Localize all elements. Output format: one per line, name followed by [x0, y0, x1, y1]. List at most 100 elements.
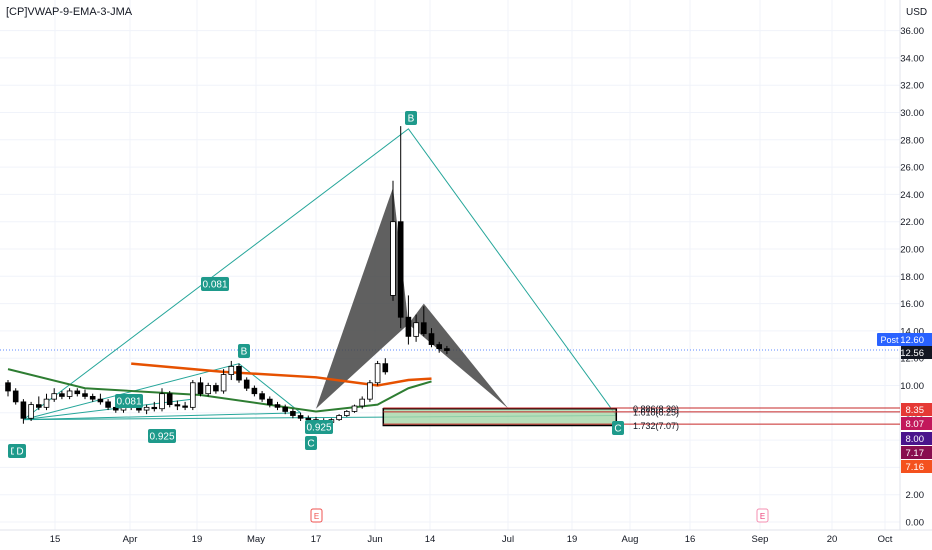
candle-body: [266, 398, 273, 406]
x-tick-label: 16: [685, 534, 696, 545]
svg-text:Post: Post: [880, 335, 899, 345]
candle-body: [290, 411, 296, 416]
price-badge: Post 12.60: [877, 333, 932, 346]
candle-body: [305, 417, 312, 421]
candle-body: [213, 385, 219, 392]
y-tick-label: 32.00: [900, 81, 924, 92]
candle-body: [220, 374, 227, 392]
svg-text:B: B: [408, 114, 415, 125]
y-tick-label: 36.00: [900, 26, 924, 37]
ratio-label-xc: 0.925: [148, 429, 176, 443]
currency-label: USD: [906, 7, 928, 18]
candle-body: [28, 404, 34, 419]
candle-body: [159, 393, 165, 410]
candle-body: [397, 221, 404, 318]
label-b2: B: [405, 111, 417, 125]
svg-text:12.56: 12.56: [900, 348, 924, 359]
earnings-marker: E: [756, 508, 769, 523]
candle-body: [390, 221, 396, 296]
svg-text:D: D: [16, 447, 23, 458]
x-tick-label: 14: [425, 534, 436, 545]
x-tick-label: Oct: [878, 534, 893, 545]
price-badge: 7.16: [901, 460, 932, 473]
fib-label: 1.618(8.25): [633, 407, 679, 417]
svg-text:E: E: [314, 512, 319, 521]
y-tick-label: 30.00: [900, 108, 924, 119]
x-tick-label: 17: [311, 534, 322, 545]
y-tick-label: 24.00: [900, 190, 924, 201]
candle-body: [444, 348, 450, 351]
candle-body: [243, 379, 250, 389]
y-tick-label: 26.00: [900, 163, 924, 174]
candle-body: [367, 382, 373, 400]
candle-body: [336, 415, 342, 421]
fib-label: 1.732(7.07): [633, 421, 679, 431]
y-tick-label: 18.00: [900, 272, 924, 283]
price-badge: 8.00: [901, 432, 932, 445]
candle-body: [12, 390, 19, 403]
ratio-label-xb-small: 0.081: [115, 394, 143, 408]
candle-body: [89, 396, 96, 400]
candle-body: [59, 393, 65, 397]
y-tick-label: 14.00: [900, 326, 924, 337]
candle-body: [420, 322, 427, 335]
svg-text:B: B: [241, 347, 248, 358]
svg-text:0.925: 0.925: [149, 432, 174, 443]
x-tick-label: Jul: [502, 534, 514, 545]
candle-body: [151, 406, 158, 410]
ema-line: [7, 368, 432, 413]
x-tick-label: Aug: [622, 534, 639, 545]
svg-text:8.00: 8.00: [906, 434, 925, 445]
candle-body: [197, 382, 204, 395]
candle-body: [97, 398, 104, 403]
candle-body: [82, 393, 88, 397]
y-tick-label: 2.00: [906, 490, 925, 501]
candle-body: [382, 363, 389, 373]
y-tick-label: 22.00: [900, 217, 924, 228]
candle-body: [251, 387, 258, 395]
candle-body: [343, 411, 350, 416]
candle-body: [282, 406, 288, 412]
svg-text:0.081: 0.081: [116, 397, 141, 408]
y-tick-label: 34.00: [900, 53, 924, 64]
candle-body: [428, 333, 435, 345]
price-badge: 8.35: [901, 403, 932, 416]
candle-body: [143, 406, 150, 411]
candle-body: [36, 404, 42, 408]
candle-body: [105, 401, 111, 408]
y-tick-label: 0.00: [906, 518, 925, 529]
svg-text:7.16: 7.16: [906, 462, 925, 473]
price-badge: 7.17: [901, 446, 932, 459]
candle-body: [166, 393, 173, 406]
price-badge: 8.07: [901, 417, 932, 430]
y-tick-label: 28.00: [900, 135, 924, 146]
ratio-label-xc-2: 0.925: [305, 420, 333, 434]
harmonic-wedge-left: [316, 187, 409, 409]
candle-body: [236, 365, 242, 381]
svg-text:12.60: 12.60: [900, 335, 924, 346]
candle-body: [174, 404, 181, 407]
candle-body: [182, 405, 188, 408]
candle-body: [74, 390, 81, 395]
svg-text:0.081: 0.081: [202, 280, 227, 291]
pattern-line-outer: [23, 128, 617, 421]
harmonic-wedge-right: [408, 303, 509, 409]
jma-line: [131, 362, 432, 387]
label-d-2: D: [14, 444, 26, 458]
svg-text:8.35: 8.35: [906, 405, 925, 416]
candle-body: [66, 390, 73, 397]
svg-text:C: C: [614, 424, 621, 435]
label-b1: B: [238, 344, 250, 358]
x-tick-label: 15: [50, 534, 61, 545]
svg-text:0.925: 0.925: [306, 423, 331, 434]
svg-text:E: E: [760, 512, 765, 521]
x-tick-label: 20: [827, 534, 838, 545]
pattern-line-xc: [23, 412, 301, 421]
candle-body: [436, 344, 442, 350]
y-tick-label: 12.00: [900, 354, 924, 365]
candle-body: [20, 401, 27, 419]
label-c2: C: [612, 421, 624, 435]
y-tick-label: 16.00: [900, 299, 924, 310]
